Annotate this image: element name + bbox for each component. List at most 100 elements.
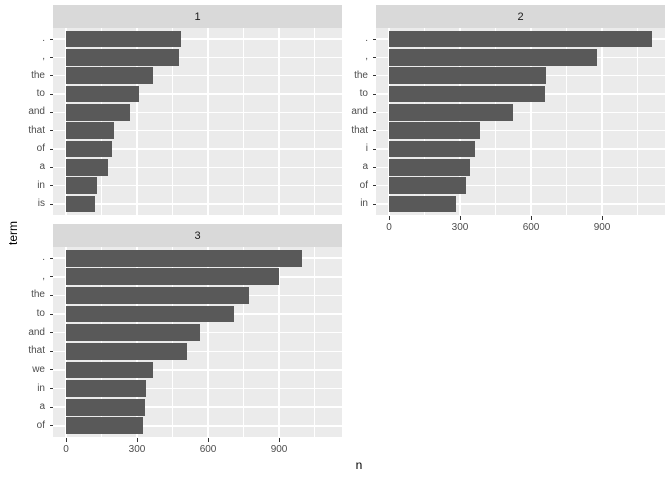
y-axis-title: term bbox=[6, 221, 20, 245]
y-tick-label: , bbox=[42, 51, 45, 63]
bar-3-, bbox=[66, 268, 280, 286]
y-tick-mark bbox=[49, 56, 53, 58]
gridline-major bbox=[53, 406, 342, 408]
gridline-major bbox=[136, 247, 138, 437]
gridline-major bbox=[53, 93, 342, 95]
x-tick-mark bbox=[207, 438, 209, 442]
bar-1-, bbox=[66, 49, 180, 66]
gridline-major bbox=[53, 129, 342, 132]
gridline-major bbox=[53, 74, 342, 77]
y-tick-mark bbox=[49, 388, 53, 390]
y-tick-label: that bbox=[28, 124, 45, 136]
y-tick-label: the bbox=[31, 69, 45, 81]
facet-strip-2: 2 bbox=[376, 5, 665, 28]
x-tick-label: 0 bbox=[63, 444, 69, 455]
y-tick-mark bbox=[49, 257, 53, 259]
plot-panel-1 bbox=[53, 28, 342, 215]
gridline-major bbox=[53, 425, 342, 427]
y-tick-label: to bbox=[359, 88, 368, 99]
y-tick-mark bbox=[49, 111, 53, 113]
bar-2-to bbox=[389, 85, 545, 103]
bar-3-. bbox=[66, 249, 303, 267]
y-tick-mark bbox=[49, 93, 53, 95]
y-tick-label: is bbox=[37, 198, 45, 209]
gridline-major bbox=[388, 28, 390, 215]
y-tick-label: of bbox=[359, 179, 368, 191]
x-tick-label: 300 bbox=[451, 222, 469, 233]
y-tick-mark bbox=[49, 148, 53, 150]
gridline-major bbox=[53, 166, 342, 169]
gridline-minor bbox=[101, 247, 103, 437]
x-tick-label: 300 bbox=[128, 444, 146, 455]
x-tick-label: 900 bbox=[270, 444, 288, 455]
gridline-major bbox=[53, 203, 342, 205]
y-tick-label: of bbox=[36, 419, 45, 431]
y-tick-label: in bbox=[37, 382, 45, 394]
bar-1-and bbox=[66, 104, 130, 121]
y-tick-mark bbox=[49, 313, 53, 315]
y-tick-mark bbox=[49, 276, 53, 278]
y-tick-label: i bbox=[365, 143, 368, 154]
y-tick-label: , bbox=[42, 270, 45, 282]
y-tick-mark bbox=[49, 425, 53, 427]
bar-1-the bbox=[66, 67, 154, 84]
gridline-major bbox=[207, 247, 209, 437]
y-tick-label: . bbox=[365, 33, 368, 44]
y-tick-label: a bbox=[39, 161, 45, 173]
y-tick-label: of bbox=[36, 143, 45, 154]
bar-2-of bbox=[389, 177, 466, 194]
gridline-major bbox=[376, 111, 665, 114]
y-tick-label: that bbox=[28, 345, 45, 357]
gridline-major bbox=[136, 28, 138, 215]
bar-3-a bbox=[66, 398, 146, 416]
bar-1-to bbox=[66, 85, 139, 103]
gridline-major bbox=[207, 28, 209, 215]
gridline-minor bbox=[424, 28, 426, 215]
y-tick-mark bbox=[372, 111, 376, 113]
y-tick-mark bbox=[49, 130, 53, 132]
gridline-major bbox=[65, 247, 67, 437]
x-axis-title: n bbox=[355, 458, 363, 472]
y-tick-mark bbox=[49, 369, 53, 371]
gridline-major bbox=[376, 184, 665, 187]
y-tick-mark bbox=[372, 75, 376, 77]
x-tick-label: 600 bbox=[522, 222, 540, 233]
y-tick-mark bbox=[372, 203, 376, 205]
y-tick-mark bbox=[49, 294, 53, 296]
bar-2-and bbox=[389, 104, 513, 121]
gridline-major bbox=[53, 184, 342, 187]
gridline-minor bbox=[101, 28, 103, 215]
y-tick-mark bbox=[372, 185, 376, 187]
y-tick-label: . bbox=[42, 252, 45, 264]
facet-strip-1: 1 bbox=[53, 5, 342, 28]
bar-2-in bbox=[389, 195, 456, 213]
x-tick-mark bbox=[136, 438, 138, 442]
y-tick-label: in bbox=[37, 179, 45, 191]
gridline-major bbox=[376, 203, 665, 205]
gridline-major bbox=[601, 28, 603, 215]
y-tick-mark bbox=[49, 332, 53, 334]
gridline-major bbox=[53, 56, 342, 59]
bar-1-in bbox=[66, 177, 98, 194]
facet-strip-3: 3 bbox=[53, 224, 342, 247]
plot-panel-2 bbox=[376, 28, 665, 215]
y-tick-label: . bbox=[42, 33, 45, 44]
y-tick-label: we bbox=[32, 363, 45, 375]
bar-2-the bbox=[389, 67, 546, 84]
x-tick-mark bbox=[388, 216, 390, 220]
y-tick-label: that bbox=[351, 124, 368, 136]
bar-2-i bbox=[389, 140, 475, 158]
bar-3-in bbox=[66, 380, 147, 397]
y-tick-label: to bbox=[36, 308, 45, 320]
gridline-major bbox=[53, 369, 342, 371]
gridline-minor bbox=[314, 247, 316, 437]
y-tick-mark bbox=[372, 56, 376, 58]
gridline-major bbox=[53, 148, 342, 150]
y-tick-mark bbox=[372, 148, 376, 150]
bar-3-of bbox=[66, 417, 143, 435]
gridline-major bbox=[65, 28, 67, 215]
bar-3-to bbox=[66, 305, 234, 323]
y-tick-label: and bbox=[28, 106, 45, 118]
gridline-major bbox=[278, 247, 280, 437]
